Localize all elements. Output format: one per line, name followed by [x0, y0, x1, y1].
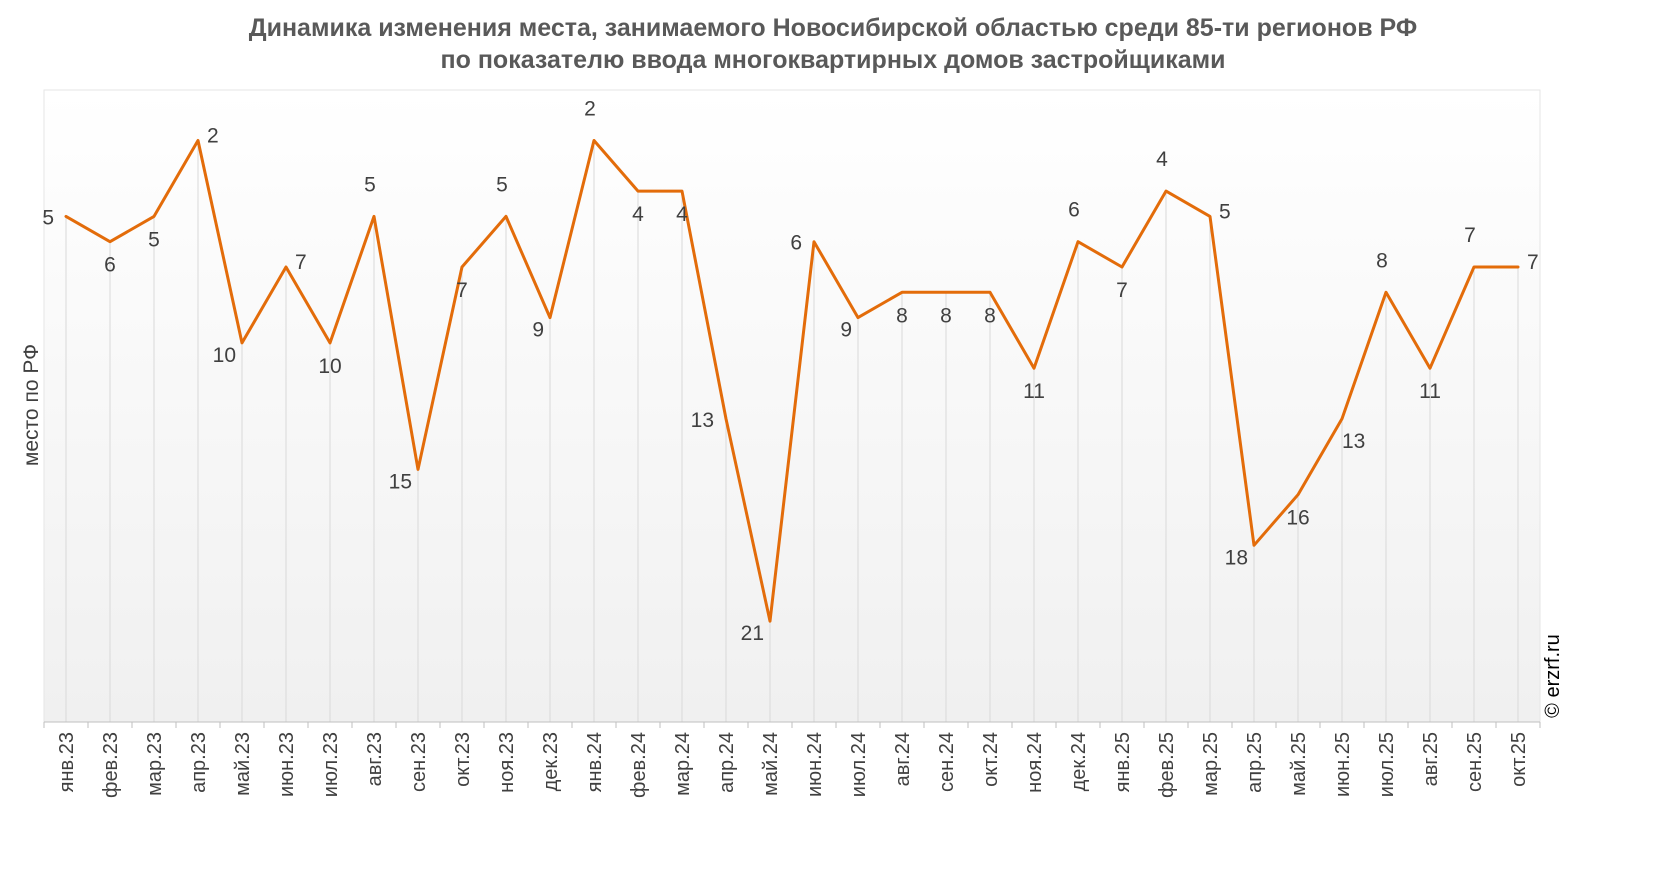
data-label-янв.24: 2 — [584, 98, 596, 121]
x-tick-label-ноя.24: ноя.24 — [1024, 732, 1046, 793]
data-label-июн.24: 6 — [790, 232, 802, 255]
x-tick-label-июн.23: июн.23 — [276, 732, 298, 797]
x-tick-label-июл.25: июл.25 — [1376, 732, 1398, 797]
x-tick-label-фев.25: фев.25 — [1156, 732, 1178, 798]
data-label-авг.24: 8 — [896, 304, 908, 327]
x-tick-label-фев.23: фев.23 — [100, 732, 122, 798]
data-label-апр.23: 2 — [207, 125, 219, 148]
data-label-апр.25: 18 — [1225, 546, 1248, 569]
data-label-июн.25: 13 — [1342, 430, 1365, 453]
x-tick-label-июл.24: июл.24 — [848, 732, 870, 797]
x-tick-label-янв.23: янв.23 — [56, 732, 78, 792]
data-label-апр.24: 13 — [691, 409, 714, 432]
grid-lines — [65, 140, 1519, 722]
x-tick-label-мар.23: мар.23 — [144, 732, 166, 796]
x-tick-label-окт.24: окт.24 — [980, 732, 1002, 787]
x-tick-label-мар.25: мар.25 — [1200, 732, 1222, 796]
x-axis — [43, 721, 1541, 728]
x-tick-label-ноя.23: ноя.23 — [496, 732, 518, 793]
chart-title-line-1: Динамика изменения места, занимаемого Но… — [249, 14, 1417, 42]
x-tick-label-июн.24: июн.24 — [804, 732, 826, 797]
data-label-ноя.24: 11 — [1023, 380, 1045, 403]
x-tick-label-июл.23: июл.23 — [320, 732, 342, 797]
data-label-фев.23: 6 — [104, 254, 116, 277]
x-tick-label-сен.23: сен.23 — [408, 732, 430, 792]
data-label-сен.24: 8 — [940, 304, 952, 327]
x-tick-label-апр.24: апр.24 — [716, 732, 738, 793]
x-tick-label-май.24: май.24 — [760, 732, 782, 796]
x-tick-label-май.25: май.25 — [1288, 732, 1310, 796]
data-label-мар.25: 5 — [1219, 200, 1231, 223]
x-tick-label-апр.25: апр.25 — [1244, 732, 1266, 793]
data-label-июл.24: 9 — [840, 319, 852, 342]
x-tick-label-сен.25: сен.25 — [1464, 732, 1486, 792]
data-label-май.25: 16 — [1286, 507, 1309, 530]
data-label-окт.24: 8 — [984, 304, 996, 327]
y-axis-label: место по РФ — [20, 344, 43, 466]
series-group — [64, 139, 1520, 623]
series-line — [64, 139, 1520, 623]
x-tick-labels: янв.23 фев.23 мар.23 апр.23 май.23 июн.23 июл.… — [56, 732, 1530, 798]
x-tick-label-июн.25: июн.25 — [1332, 732, 1354, 797]
x-tick-label-авг.25: авг.25 — [1420, 732, 1442, 786]
plot-area — [43, 89, 1541, 723]
data-label-дек.23: 9 — [532, 319, 544, 342]
data-label-ноя.23: 5 — [496, 173, 508, 196]
data-label-мар.23: 5 — [148, 228, 160, 251]
data-label-сен.23: 15 — [389, 470, 412, 493]
watermark-text: © erzrf.ru — [1542, 634, 1564, 718]
x-tick-label-янв.25: янв.25 — [1112, 732, 1134, 792]
data-label-май.24: 21 — [741, 622, 764, 645]
data-label-окт.25: 7 — [1527, 251, 1539, 274]
chart-title-line-2: по показателю ввода многоквартирных домо… — [441, 46, 1226, 74]
x-tick-label-дек.24: дек.24 — [1068, 732, 1090, 791]
data-label-июл.25: 8 — [1376, 249, 1388, 272]
data-labels: 5 6 5 2 10 7 10 5 15 7 5 9 2 4 4 13 21 6 9 8 8 8 11 6 7 4 5 18 16 13 8… — [42, 98, 1538, 646]
x-tick-label-сен.24: сен.24 — [936, 732, 958, 792]
data-label-дек.24: 6 — [1068, 199, 1080, 222]
data-label-мар.24: 4 — [676, 203, 688, 226]
data-label-авг.23: 5 — [364, 173, 376, 196]
x-tick-label-окт.25: окт.25 — [1508, 732, 1530, 787]
x-tick-label-апр.23: апр.23 — [188, 732, 210, 793]
x-tick-label-фев.24: фев.24 — [628, 732, 650, 798]
data-label-янв.23: 5 — [42, 206, 54, 229]
x-tick-label-авг.23: авг.23 — [364, 732, 386, 786]
data-label-июл.23: 10 — [318, 355, 341, 378]
x-tick-label-янв.24: янв.24 — [584, 732, 606, 792]
data-label-июн.23: 7 — [295, 251, 307, 274]
data-label-окт.23: 7 — [456, 279, 468, 302]
data-label-фев.25: 4 — [1156, 148, 1168, 171]
x-tick-label-авг.24: авг.24 — [892, 732, 914, 786]
data-label-янв.25: 7 — [1116, 279, 1128, 302]
x-tick-label-мар.24: мар.24 — [672, 732, 694, 796]
data-label-сен.25: 7 — [1464, 224, 1476, 247]
data-label-май.23: 10 — [213, 344, 236, 367]
x-tick-label-дек.23: дек.23 — [540, 732, 562, 791]
x-tick-label-окт.23: окт.23 — [452, 732, 474, 787]
data-label-авг.25: 11 — [1419, 380, 1441, 403]
data-label-фев.24: 4 — [632, 203, 644, 226]
x-tick-label-май.23: май.23 — [232, 732, 254, 796]
